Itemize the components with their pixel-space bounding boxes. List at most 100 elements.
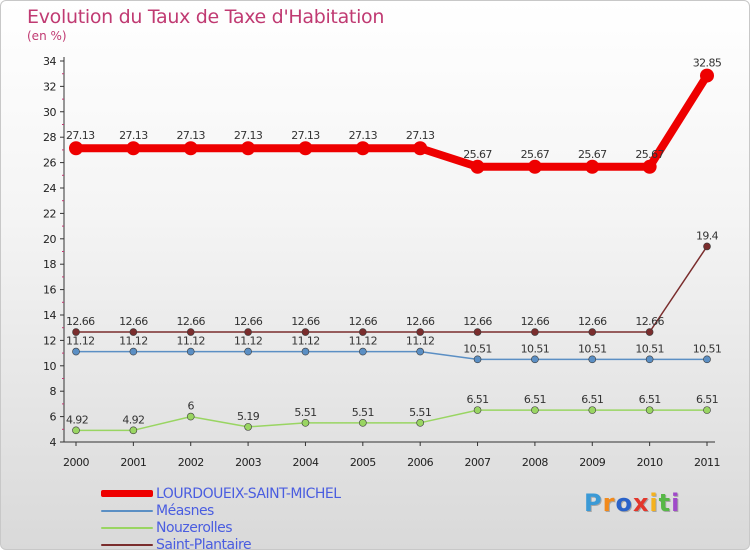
data-label: 6.51 xyxy=(696,393,718,406)
chart-legend: LOURDOUEIX-SAINT-MICHEL Méasnes Nouzerolle… xyxy=(101,485,341,550)
x-tick-label: 2007 xyxy=(465,456,491,469)
data-point xyxy=(703,406,711,414)
data-label: 11.12 xyxy=(119,335,148,348)
y-tick-label: 14 xyxy=(43,309,56,322)
y-tick-label: 4 xyxy=(50,436,57,449)
logo-letter: i xyxy=(649,489,659,517)
logo-letter: r xyxy=(602,489,616,517)
x-tick-label: 2000 xyxy=(63,456,89,469)
data-point xyxy=(416,347,424,356)
data-label: 5.51 xyxy=(409,406,431,419)
data-label: 11.12 xyxy=(66,335,95,348)
data-label: 4.92 xyxy=(122,413,144,426)
chart-title: Evolution du Taux de Taxe d'Habitation xyxy=(27,6,385,28)
data-label: 4.92 xyxy=(66,413,88,426)
data-point xyxy=(129,347,138,356)
x-tick-label: 2001 xyxy=(120,456,146,469)
series-line xyxy=(75,350,708,361)
data-point xyxy=(183,141,198,156)
data-label: 10.51 xyxy=(463,342,492,355)
data-point xyxy=(473,406,482,414)
legend-swatch xyxy=(101,509,153,512)
data-label: 11.12 xyxy=(291,335,320,348)
data-point xyxy=(301,419,310,427)
data-label: 27.13 xyxy=(119,129,148,142)
data-point xyxy=(413,141,428,156)
data-label: 12.66 xyxy=(234,315,263,328)
data-label: 25.67 xyxy=(578,148,607,161)
legend-item: Méasnes xyxy=(101,502,341,519)
logo-letter: t xyxy=(658,489,672,517)
data-label: 27.13 xyxy=(176,129,205,142)
data-point xyxy=(359,419,367,427)
data-label: 6 xyxy=(188,400,195,413)
legend-swatch xyxy=(101,526,153,529)
data-point xyxy=(359,328,367,336)
data-point xyxy=(72,426,80,435)
data-label: 27.13 xyxy=(291,129,320,142)
legend-label: LOURDOUEIX-SAINT-MICHEL xyxy=(156,485,341,502)
series-line xyxy=(72,71,711,171)
y-tick-label: 22 xyxy=(43,207,56,220)
data-point xyxy=(531,328,539,336)
data-point xyxy=(703,242,711,251)
logo-letter: P xyxy=(584,489,603,517)
series-line xyxy=(75,245,708,333)
data-label: 25.67 xyxy=(521,148,550,161)
data-point xyxy=(416,328,424,336)
data-point xyxy=(129,328,138,336)
data-point xyxy=(69,141,83,156)
legend-swatch xyxy=(101,543,153,546)
data-point xyxy=(298,141,313,156)
data-label: 6.51 xyxy=(639,393,661,406)
data-point xyxy=(585,159,600,174)
data-point xyxy=(703,355,711,364)
y-tick-label: 20 xyxy=(43,233,56,246)
data-label: 12.66 xyxy=(176,315,205,328)
data-point xyxy=(126,141,141,156)
data-label: 11.12 xyxy=(234,335,263,348)
legend-label: Méasnes xyxy=(156,502,214,519)
data-point xyxy=(129,426,138,435)
data-point xyxy=(301,347,310,356)
data-point xyxy=(531,355,539,364)
data-point xyxy=(473,355,482,364)
data-label: 27.13 xyxy=(234,129,263,142)
x-tick-label: 2006 xyxy=(407,456,433,469)
data-label: 12.66 xyxy=(119,315,148,328)
y-tick-label: 10 xyxy=(43,360,56,373)
data-point xyxy=(72,328,80,336)
data-point xyxy=(186,328,195,336)
data-point xyxy=(588,355,597,364)
y-tick-label: 6 xyxy=(50,411,57,424)
data-label: 12.66 xyxy=(635,315,664,328)
data-label: 27.13 xyxy=(406,129,435,142)
data-label: 12.66 xyxy=(578,315,607,328)
data-point xyxy=(700,68,714,83)
data-point xyxy=(301,328,310,336)
data-label: 12.66 xyxy=(291,315,320,328)
y-tick-label: 18 xyxy=(43,258,56,271)
x-tick-label: 2009 xyxy=(579,456,605,469)
proxiti-logo: Proxiti xyxy=(584,489,680,517)
legend-item: Nouzerolles xyxy=(101,519,341,536)
series-line xyxy=(75,409,708,432)
y-tick-label: 32 xyxy=(43,80,56,93)
data-label: 6.51 xyxy=(466,393,488,406)
data-point xyxy=(470,159,485,174)
data-label: 12.66 xyxy=(406,315,435,328)
data-point xyxy=(72,347,80,356)
data-label: 6.51 xyxy=(581,393,603,406)
data-point xyxy=(588,406,597,414)
data-point xyxy=(244,423,252,431)
data-label: 25.67 xyxy=(635,148,664,161)
x-tick-label: 2005 xyxy=(350,456,376,469)
legend-label: Nouzerolles xyxy=(156,519,233,536)
legend-label: Saint-Plantaire xyxy=(156,536,252,550)
x-tick-label: 2010 xyxy=(637,456,663,469)
data-label: 12.66 xyxy=(66,315,95,328)
data-label: 12.66 xyxy=(349,315,378,328)
logo-letter: o xyxy=(615,489,633,517)
data-label: 27.13 xyxy=(349,129,378,142)
